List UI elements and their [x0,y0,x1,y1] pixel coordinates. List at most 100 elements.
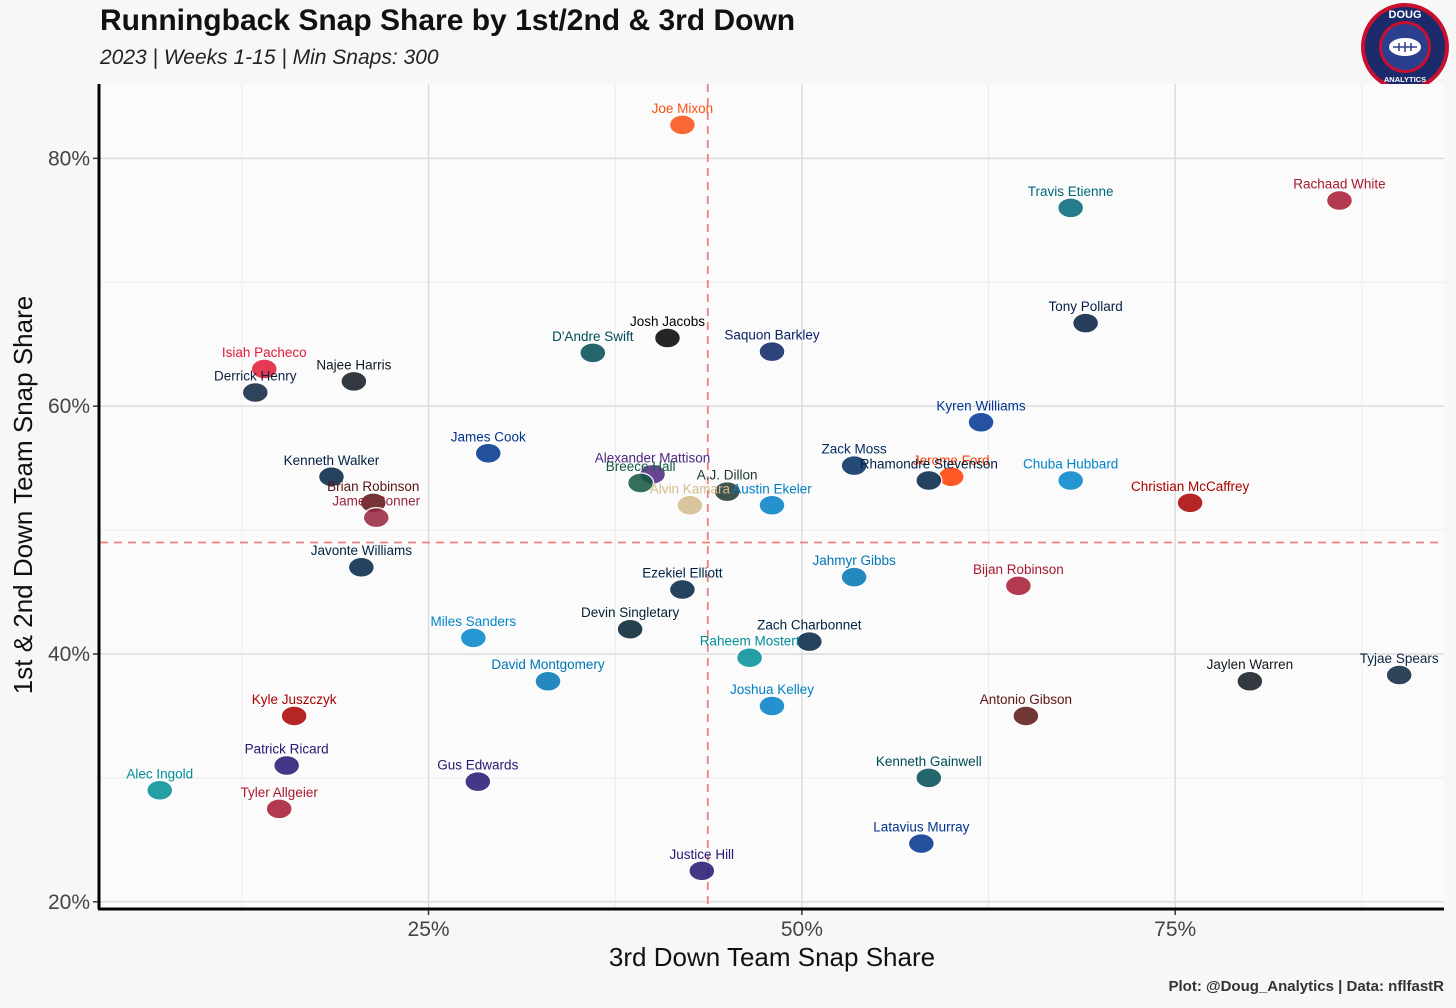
team-logo-marker [967,411,995,434]
y-tick-label: 60% [48,395,90,418]
x-tick-label: 50% [781,918,823,941]
x-tick-label: 25% [408,918,450,941]
player-label: Joe Mixon [652,101,714,116]
team-logo-marker [676,494,704,517]
player-label: Isiah Pacheco [222,345,307,360]
player-label: Devin Singletary [581,605,680,620]
player-label: Chuba Hubbard [1023,457,1118,472]
team-logo-marker [1012,705,1040,727]
team-logo-marker [626,472,655,494]
team-logo-icon [915,767,943,789]
player-label: Justice Hill [670,847,735,862]
player-label: Breece Hall [606,459,676,474]
team-logo-icon [280,705,308,727]
team-logo-marker [1056,469,1085,492]
player-label: A.J. Dillon [697,468,758,483]
team-logo-icon [626,472,655,494]
player-label: Joshua Kelley [730,682,814,697]
team-logo-marker [915,767,943,789]
team-logo-icon [616,618,644,640]
team-logo-icon [653,327,682,349]
team-logo-icon [840,454,868,477]
team-logo-icon [676,494,704,517]
player-label: Travis Etienne [1028,184,1114,199]
team-logo-icon [1056,197,1085,219]
team-logo-icon [735,646,764,669]
team-logo-marker [688,860,716,882]
team-logo-icon [145,779,174,802]
player-label: Jahmyr Gibbs [812,553,896,568]
doug-analytics-logo: DOUG ANALYTICS [1361,3,1449,91]
player-label: Tony Pollard [1048,299,1122,314]
logo-bottom-text: ANALYTICS [1384,75,1426,84]
team-logo-icon [464,770,492,793]
team-logo-marker [668,578,697,601]
team-logo-icon [340,370,368,393]
player-label: Raheem Mostert [700,634,800,649]
team-logo-marker [241,381,270,404]
team-logo-marker [474,442,503,465]
reference-lines [100,84,1444,908]
team-logo-icon [272,754,301,777]
team-logo-marker [272,754,301,777]
player-label: James Conner [332,494,420,509]
player-label: Jaylen Warren [1207,657,1294,672]
team-logo-marker [362,506,391,529]
team-logo-marker [145,779,174,802]
team-logo-icon [241,381,270,404]
player-label: Rachaad White [1293,176,1385,191]
player-label: Miles Sanders [431,614,517,629]
team-logo-marker [758,695,786,717]
team-logo-icon [265,798,293,820]
player-label: David Montgomery [491,657,605,672]
player-label: Antonio Gibson [980,692,1072,707]
team-logo-icon [713,480,741,503]
team-logo-icon [840,566,868,588]
team-logo-icon [758,340,786,363]
chart-subtitle: 2023 | Weeks 1-15 | Min Snaps: 300 [100,46,439,69]
team-logo-icon [1012,705,1040,727]
team-logo-marker [907,832,936,855]
team-logo-marker [616,618,644,640]
team-logo-icon [459,627,488,649]
team-logo-marker [795,630,824,653]
team-logo-marker [317,466,346,488]
player-label: Alec Ingold [126,766,193,781]
team-logo-marker [250,358,279,380]
player-label: Kyle Juszczyk [252,692,337,707]
x-axis-title: 3rd Down Team Snap Share [609,942,935,972]
team-logo-icon [1176,492,1204,514]
team-logo-icon [907,832,936,855]
player-label: Bijan Robinson [973,562,1064,577]
team-logo-icon [967,411,995,434]
credit-line: Plot: @Doug_Analytics | Data: nflfastR [1168,978,1444,995]
y-axis-title: 1st & 2nd Down Team Snap Share [8,296,38,694]
team-logo-marker [840,566,868,588]
player-label: Josh Jacobs [630,314,705,329]
team-logo-marker [464,770,492,793]
team-logo-icon [534,670,562,692]
player-label: Derrick Henry [214,369,297,384]
team-logo-icon [317,466,346,488]
team-logo-icon [668,114,697,136]
y-tick-label: 20% [48,891,90,914]
player-label: Kenneth Gainwell [876,754,982,769]
axes: 25% 50% 75% 20% 40% 60% 80% [48,84,1444,941]
player-label: Zack Moss [822,442,888,457]
team-logo-marker [1325,189,1354,212]
team-logo-icon [1056,469,1085,492]
team-logo-icon [795,630,824,653]
team-logo-icon [347,556,376,578]
player-label: Ezekiel Elliott [642,566,723,581]
team-logo-marker [579,342,607,364]
player-label: Brian Robinson [327,479,419,494]
team-logo-icon [1004,575,1033,597]
player-label: Saquon Barkley [724,328,820,343]
team-logo-icon [1325,189,1354,212]
chart-title: Runningback Snap Share by 1st/2nd & 3rd … [100,4,796,37]
player-label: Patrick Ricard [245,742,329,757]
player-label: Najee Harris [316,357,391,372]
player-label: Austin Ekeler [732,481,812,496]
player-label: Latavius Murray [873,820,969,835]
team-logo-icon [1236,670,1264,692]
